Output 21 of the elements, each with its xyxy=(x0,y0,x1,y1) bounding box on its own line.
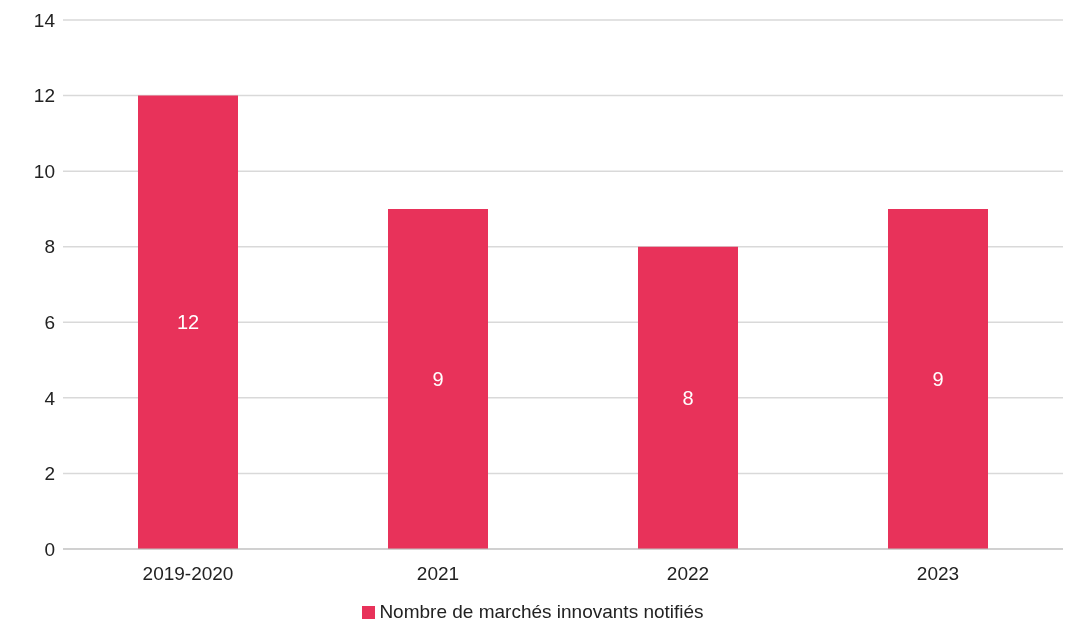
bar xyxy=(638,246,738,549)
y-tick-label: 12 xyxy=(33,85,55,107)
bar xyxy=(388,208,488,549)
y-tick-label: 8 xyxy=(44,236,55,258)
x-tick-label: 2021 xyxy=(416,563,460,585)
data-label: 9 xyxy=(932,368,944,391)
bar xyxy=(888,208,988,549)
x-tick-label: 2019-2020 xyxy=(142,563,234,585)
y-tick-label: 14 xyxy=(33,9,56,31)
y-tick-label: 0 xyxy=(44,538,55,560)
x-tick-label: 2022 xyxy=(666,563,710,585)
x-tick-label: 2023 xyxy=(916,563,960,585)
y-tick-label: 4 xyxy=(44,387,56,409)
data-label: 12 xyxy=(176,311,200,334)
legend-label: Nombre de marchés innovants notifiés xyxy=(379,601,704,622)
y-tick-label: 10 xyxy=(33,160,55,182)
data-label: 8 xyxy=(682,386,694,409)
y-tick-label: 6 xyxy=(44,312,55,334)
bar xyxy=(138,95,238,549)
data-label: 9 xyxy=(432,368,444,391)
y-tick-label: 2 xyxy=(44,463,55,485)
